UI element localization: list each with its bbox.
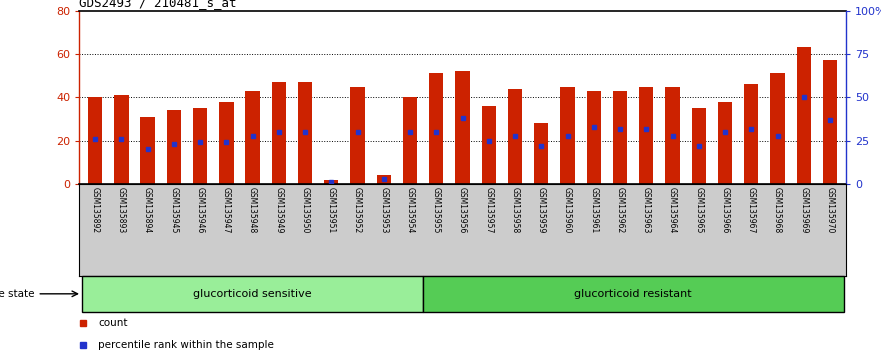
Text: GSM135945: GSM135945 — [169, 187, 178, 233]
Bar — [534, 124, 549, 184]
Text: GSM135961: GSM135961 — [589, 187, 598, 233]
Text: count: count — [99, 318, 128, 329]
Text: GSM135893: GSM135893 — [117, 187, 126, 233]
Bar — [560, 86, 574, 184]
Bar — [665, 86, 680, 184]
Text: GSM135960: GSM135960 — [563, 187, 572, 233]
Text: GSM135959: GSM135959 — [537, 187, 545, 233]
Bar — [507, 89, 522, 184]
Text: GSM135951: GSM135951 — [327, 187, 336, 233]
Bar — [482, 106, 496, 184]
Bar — [351, 86, 365, 184]
Bar — [140, 117, 155, 184]
Bar — [88, 97, 102, 184]
Text: GSM135955: GSM135955 — [432, 187, 440, 233]
Text: GSM135894: GSM135894 — [143, 187, 152, 233]
Bar — [770, 74, 785, 184]
Text: percentile rank within the sample: percentile rank within the sample — [99, 339, 274, 350]
Text: GSM135952: GSM135952 — [353, 187, 362, 233]
Text: glucorticoid resistant: glucorticoid resistant — [574, 289, 692, 299]
Text: GSM135968: GSM135968 — [773, 187, 782, 233]
Text: GSM135962: GSM135962 — [616, 187, 625, 233]
Text: GSM135946: GSM135946 — [196, 187, 204, 233]
Text: glucorticoid sensitive: glucorticoid sensitive — [193, 289, 312, 299]
Text: GSM135958: GSM135958 — [510, 187, 520, 233]
Text: GSM135957: GSM135957 — [485, 187, 493, 233]
Text: GSM135950: GSM135950 — [300, 187, 309, 233]
Bar — [587, 91, 601, 184]
Bar — [613, 91, 627, 184]
Bar — [298, 82, 312, 184]
Text: GDS2493 / 210481_s_at: GDS2493 / 210481_s_at — [79, 0, 237, 10]
Bar — [324, 180, 338, 184]
Bar — [429, 74, 443, 184]
Bar — [114, 95, 129, 184]
Bar — [692, 108, 706, 184]
Text: GSM135966: GSM135966 — [721, 187, 729, 233]
Bar — [718, 102, 732, 184]
Text: GSM135970: GSM135970 — [825, 187, 834, 233]
Bar — [271, 82, 286, 184]
FancyBboxPatch shape — [423, 276, 844, 312]
Text: GSM135956: GSM135956 — [458, 187, 467, 233]
Text: disease state: disease state — [0, 289, 34, 299]
Bar — [376, 176, 391, 184]
Text: GSM135954: GSM135954 — [405, 187, 415, 233]
Bar — [796, 47, 811, 184]
Text: GSM135963: GSM135963 — [641, 187, 651, 233]
Text: GSM135947: GSM135947 — [222, 187, 231, 233]
Bar — [245, 91, 260, 184]
FancyBboxPatch shape — [82, 276, 423, 312]
Bar — [193, 108, 207, 184]
Bar — [744, 84, 759, 184]
Text: GSM135965: GSM135965 — [694, 187, 703, 233]
Text: GSM135892: GSM135892 — [91, 187, 100, 233]
Bar — [219, 102, 233, 184]
Bar — [823, 61, 837, 184]
Text: GSM135948: GSM135948 — [248, 187, 257, 233]
Bar — [403, 97, 418, 184]
Bar — [455, 72, 470, 184]
Text: GSM135949: GSM135949 — [274, 187, 284, 233]
Text: GSM135964: GSM135964 — [668, 187, 677, 233]
Text: GSM135967: GSM135967 — [747, 187, 756, 233]
Text: GSM135969: GSM135969 — [799, 187, 808, 233]
Bar — [167, 110, 181, 184]
Text: GSM135953: GSM135953 — [380, 187, 389, 233]
Bar — [639, 86, 654, 184]
